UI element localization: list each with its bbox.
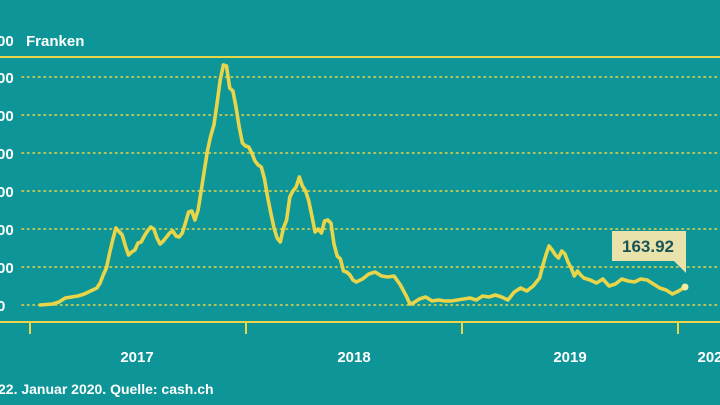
y-tick-label: 00 bbox=[0, 222, 14, 239]
y-top-tick-fragment: 00 bbox=[0, 33, 14, 50]
y-tick-label: 00 bbox=[0, 146, 14, 163]
y-tick-label: 00 bbox=[0, 70, 14, 87]
last-value-point bbox=[681, 283, 689, 291]
last-value-label: 163.92 bbox=[622, 237, 674, 256]
unit-label: Franken bbox=[26, 33, 84, 50]
y-tick-label: 0 bbox=[0, 298, 5, 315]
y-tick-label: 00 bbox=[0, 184, 14, 201]
source-note: 22. Januar 2020. Quelle: cash.ch bbox=[0, 381, 214, 397]
last-value-callout-box bbox=[612, 231, 686, 273]
x-tick-label: 202 bbox=[697, 349, 720, 366]
x-tick-label: 2018 bbox=[337, 349, 370, 366]
series-line bbox=[38, 63, 687, 307]
y-tick-label: 00 bbox=[0, 108, 14, 125]
x-tick-label: 2019 bbox=[553, 349, 586, 366]
x-tick-label: 2017 bbox=[120, 349, 153, 366]
last-value-callout: 163.92 bbox=[612, 231, 686, 273]
y-tick-label: 00 bbox=[0, 260, 14, 277]
